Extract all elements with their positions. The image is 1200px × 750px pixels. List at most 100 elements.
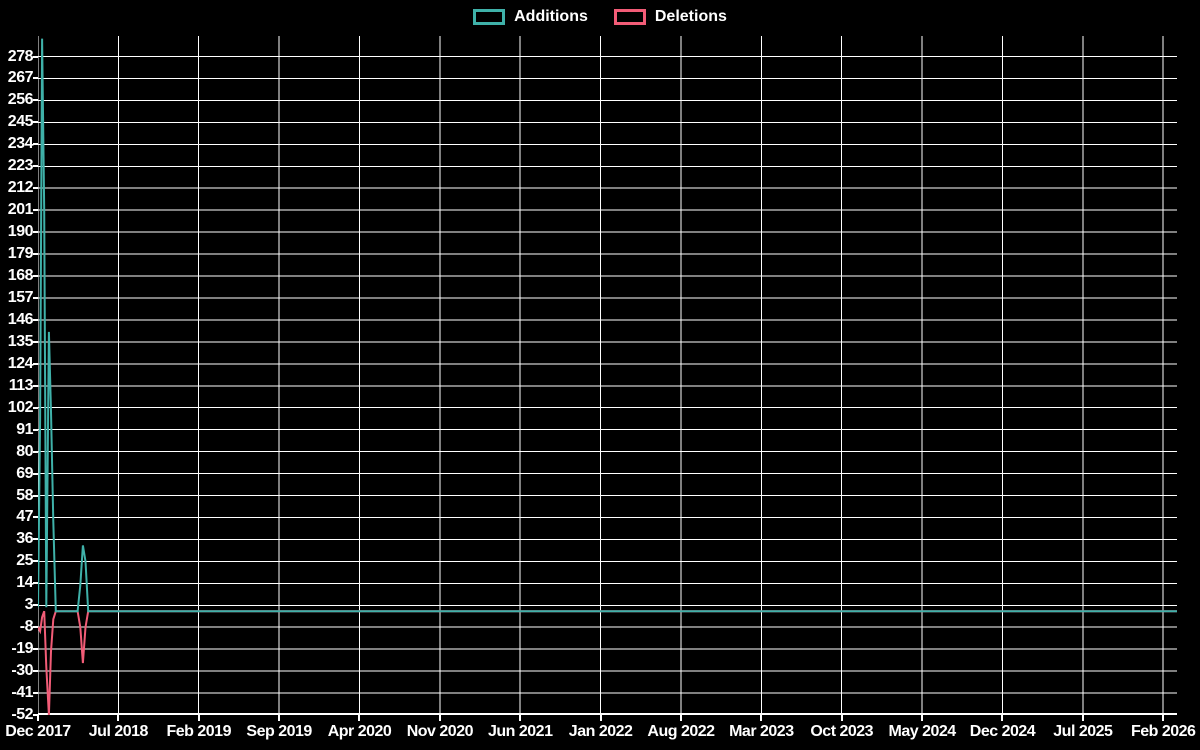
y-tick-label: -8 bbox=[19, 618, 34, 636]
y-tick-label: 47 bbox=[16, 508, 33, 526]
x-tick-mark bbox=[679, 715, 682, 721]
x-tick-mark bbox=[197, 715, 200, 721]
x-tick-label: Dec 2024 bbox=[969, 723, 1036, 740]
x-tick-mark bbox=[760, 715, 763, 721]
x-tick-label: Aug 2022 bbox=[647, 723, 715, 740]
y-tick-label: -30 bbox=[11, 662, 33, 680]
y-tick-label: 91 bbox=[16, 420, 33, 438]
y-tick-label: -19 bbox=[11, 640, 33, 658]
legend-item-additions[interactable]: Additions bbox=[473, 8, 588, 26]
y-tick-mark bbox=[33, 692, 38, 695]
y-tick-mark bbox=[33, 318, 38, 321]
y-tick-label: 157 bbox=[7, 288, 34, 306]
y-tick-mark bbox=[33, 384, 38, 387]
x-tick-label: Dec 2017 bbox=[5, 723, 71, 740]
x-tick-mark bbox=[519, 715, 522, 721]
y-tick-label: 80 bbox=[16, 442, 33, 460]
y-tick-mark bbox=[33, 670, 38, 673]
x-tick-label: Mar 2023 bbox=[729, 723, 794, 740]
y-tick-label: 113 bbox=[8, 376, 34, 394]
x-tick-label: Jan 2022 bbox=[568, 723, 633, 740]
plot-area bbox=[38, 36, 1177, 715]
y-tick-mark bbox=[33, 362, 38, 365]
y-tick-mark bbox=[33, 428, 38, 431]
y-tick-mark bbox=[33, 121, 38, 124]
x-tick-label: Oct 2023 bbox=[810, 723, 874, 740]
x-tick-mark bbox=[921, 715, 924, 721]
y-tick-mark bbox=[33, 648, 38, 651]
x-tick-mark bbox=[1081, 715, 1084, 721]
y-tick-label: 124 bbox=[7, 354, 34, 372]
additions-line bbox=[38, 38, 1177, 613]
y-tick-mark bbox=[33, 231, 38, 234]
x-tick-label: Jun 2021 bbox=[487, 723, 553, 740]
y-tick-label: 278 bbox=[7, 47, 34, 65]
y-tick-label: 190 bbox=[7, 223, 34, 241]
y-tick-mark bbox=[33, 77, 38, 80]
y-tick-label: 234 bbox=[7, 135, 34, 153]
y-tick-label: 223 bbox=[7, 157, 34, 175]
y-tick-label: -41 bbox=[11, 684, 33, 702]
y-tick-label: 58 bbox=[16, 486, 33, 504]
y-tick-label: 135 bbox=[7, 332, 34, 350]
y-tick-mark bbox=[33, 450, 38, 453]
deletions-swatch-icon bbox=[613, 9, 646, 25]
y-tick-mark bbox=[33, 494, 38, 497]
y-tick-label: 25 bbox=[16, 552, 33, 570]
y-tick-mark bbox=[33, 209, 38, 212]
gridlines bbox=[38, 36, 1177, 715]
additions-swatch-icon bbox=[473, 9, 506, 25]
y-tick-label: 146 bbox=[7, 310, 34, 328]
x-tick-mark bbox=[278, 715, 281, 721]
y-tick-mark bbox=[33, 55, 38, 58]
y-tick-label: 267 bbox=[7, 69, 34, 87]
y-tick-mark bbox=[33, 165, 38, 168]
x-tick-mark bbox=[358, 715, 361, 721]
x-tick-mark bbox=[438, 715, 441, 721]
y-tick-label: 102 bbox=[7, 398, 34, 416]
y-tick-mark bbox=[33, 516, 38, 519]
x-tick-mark bbox=[840, 715, 843, 721]
y-tick-mark bbox=[33, 340, 38, 343]
y-tick-mark bbox=[33, 187, 38, 190]
y-tick-mark bbox=[33, 582, 38, 585]
x-tick-label: Apr 2020 bbox=[327, 723, 392, 740]
x-tick-label: Jul 2018 bbox=[88, 723, 149, 740]
y-tick-label: 179 bbox=[7, 245, 34, 263]
y-tick-mark bbox=[33, 253, 38, 256]
legend-label: Additions bbox=[514, 8, 588, 25]
y-tick-label: 69 bbox=[16, 464, 33, 482]
y-tick-label: 201 bbox=[7, 201, 34, 219]
y-tick-label: 14 bbox=[16, 574, 33, 592]
x-tick-mark bbox=[37, 715, 39, 721]
y-tick-label: -52 bbox=[11, 706, 33, 723]
y-tick-mark bbox=[33, 714, 38, 716]
x-tick-label: Feb 2019 bbox=[166, 723, 231, 740]
y-tick-mark bbox=[33, 406, 38, 409]
x-tick-mark bbox=[117, 715, 120, 721]
legend-label: Deletions bbox=[654, 8, 727, 25]
y-tick-mark bbox=[33, 626, 38, 629]
y-tick-label: 36 bbox=[16, 530, 33, 548]
y-tick-label: 245 bbox=[7, 113, 34, 131]
y-tick-label: 256 bbox=[7, 91, 34, 109]
x-tick-label: May 2024 bbox=[888, 723, 957, 740]
y-tick-mark bbox=[33, 296, 38, 299]
x-tick-label: Nov 2020 bbox=[406, 723, 474, 740]
x-tick-label: Jul 2025 bbox=[1053, 723, 1113, 740]
y-tick-mark bbox=[33, 560, 38, 563]
y-tick-mark bbox=[33, 472, 38, 475]
x-tick-mark bbox=[1162, 715, 1165, 721]
y-tick-mark bbox=[33, 275, 38, 278]
y-tick-label: 3 bbox=[24, 596, 34, 614]
y-tick-mark bbox=[33, 143, 38, 146]
y-tick-mark bbox=[33, 99, 38, 102]
x-tick-label: Sep 2019 bbox=[246, 723, 312, 740]
legend-item-deletions[interactable]: Deletions bbox=[613, 8, 727, 26]
chart-legend: Additions Deletions bbox=[0, 7, 1200, 27]
y-tick-label: 168 bbox=[7, 267, 34, 285]
x-tick-label: Feb 2026 bbox=[1130, 723, 1196, 740]
y-tick-label: 212 bbox=[7, 179, 34, 197]
y-tick-mark bbox=[33, 604, 38, 607]
x-tick-mark bbox=[1001, 715, 1004, 721]
